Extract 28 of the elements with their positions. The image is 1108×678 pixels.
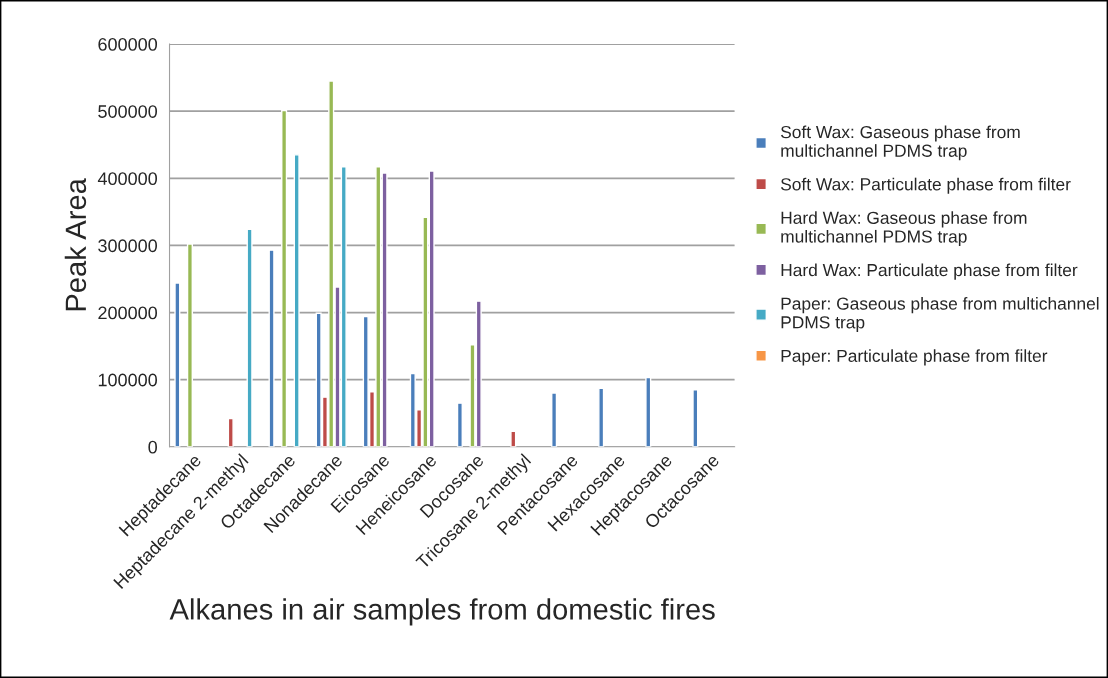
bar xyxy=(551,392,558,447)
y-tick-label: 600000 xyxy=(98,38,158,51)
bar xyxy=(645,376,652,447)
legend-label: Paper: Gaseous phase from multichannel PDMS trap xyxy=(781,297,1099,332)
bar xyxy=(293,154,300,447)
bar xyxy=(281,109,288,447)
bar xyxy=(246,228,253,447)
bar xyxy=(692,389,699,447)
legend-label: Soft Wax: Gaseous phase from multichannel PDMS trap xyxy=(780,125,1020,161)
y-tick-label: 100000 xyxy=(98,373,158,387)
bar xyxy=(456,402,463,447)
bar xyxy=(186,243,193,447)
y-tick-label: 400000 xyxy=(97,172,158,186)
legend-label: Hard Wax: Particulate phase from filter xyxy=(781,263,1078,280)
y-tick-label: 200000 xyxy=(98,306,158,320)
y-axis-title: Peak Area xyxy=(64,178,87,311)
bar xyxy=(227,417,234,447)
bar xyxy=(174,282,181,447)
x-axis-title: Alkanes in air samples from domestic fires xyxy=(169,598,715,626)
y-tick-label: 500000 xyxy=(98,105,158,118)
legend-label: Paper: Particulate phase from filter xyxy=(781,349,1048,366)
bar xyxy=(598,387,605,447)
legend-label: Hard Wax: Gaseous phase from multichannel PDMS trap xyxy=(781,211,1027,247)
bar xyxy=(510,430,517,447)
bar xyxy=(268,249,275,447)
y-tick-label: 0 xyxy=(148,440,158,454)
legend-label: Soft Wax: Particulate phase from filter xyxy=(780,177,1071,194)
y-tick-label: 300000 xyxy=(98,239,158,253)
